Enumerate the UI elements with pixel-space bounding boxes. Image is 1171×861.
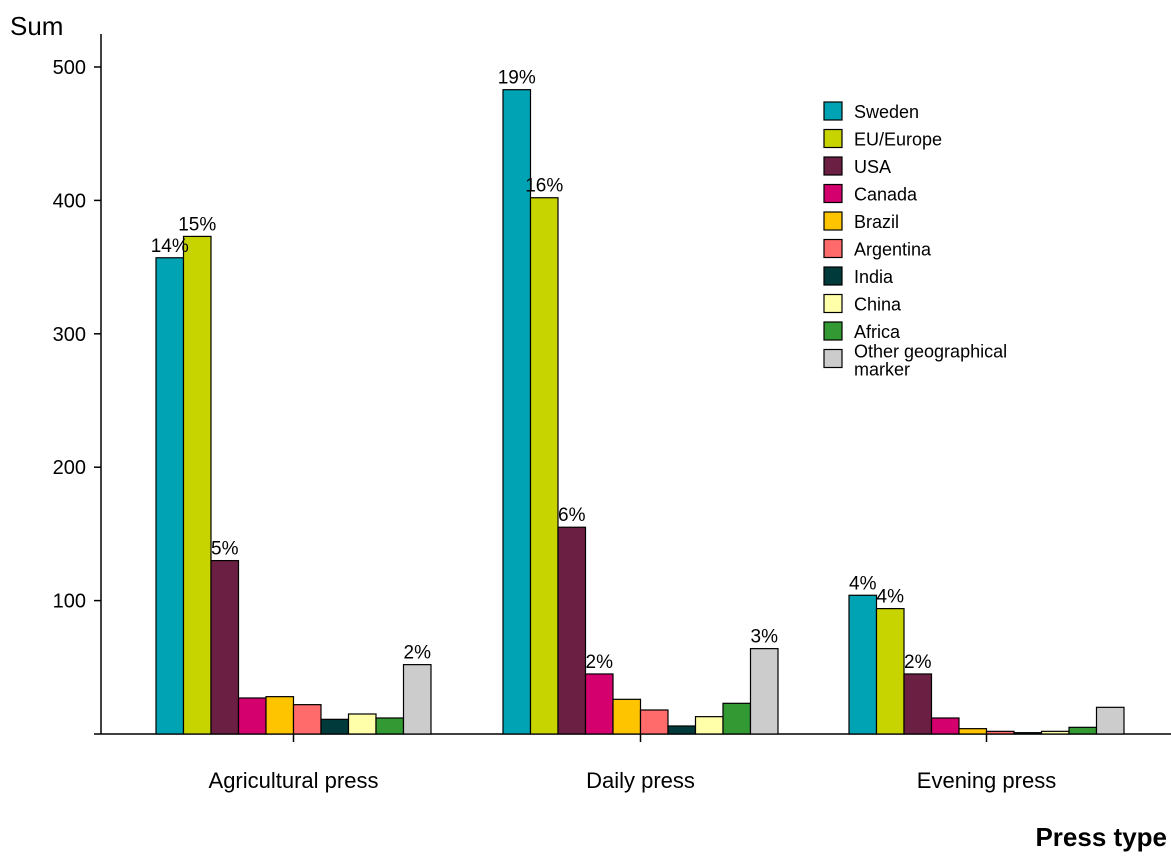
- bar: [210, 559, 240, 735]
- x-tick-label: Evening press: [917, 768, 1056, 793]
- legend-swatch: [823, 128, 843, 149]
- y-tick-label: 200: [53, 457, 86, 479]
- y-tick-label: 100: [53, 591, 86, 613]
- bars-group: [155, 89, 1125, 735]
- bar: [265, 696, 295, 735]
- x-axis-title: Press type: [1035, 822, 1167, 852]
- legend-label: USA: [854, 157, 891, 177]
- legend-label: EU/Europe: [854, 130, 942, 150]
- bar: [1068, 726, 1098, 735]
- data-labels-group: 14%15% 5% 2% 19% 16% 6% 2% 3% 4%4% 2%: [151, 68, 932, 673]
- legend-swatch: [823, 211, 843, 231]
- bar: [667, 725, 697, 735]
- bar: [694, 716, 724, 735]
- bar: [903, 673, 933, 735]
- bar: [529, 197, 559, 735]
- data-label: 2%: [404, 643, 432, 664]
- bar: [237, 697, 267, 735]
- data-label: 19%: [498, 68, 536, 89]
- y-axis-title: Sum: [10, 11, 63, 41]
- legend-swatch: [823, 156, 843, 176]
- bar: [375, 717, 405, 735]
- bar: [985, 730, 1015, 735]
- legend-label: Other geographical marker: [854, 342, 1007, 380]
- data-label: 2%: [904, 652, 932, 673]
- legend-swatch: [823, 101, 843, 121]
- y-axis-ticks: 100 200 300 400 500: [53, 57, 101, 613]
- data-label: 6%: [558, 505, 586, 526]
- data-label: 5%: [211, 539, 239, 560]
- bar: [749, 648, 779, 735]
- legend-swatch: [823, 293, 843, 314]
- bar: [875, 608, 905, 735]
- data-label: 4%: [877, 587, 905, 608]
- bar: [722, 702, 752, 735]
- y-tick-label: 500: [53, 57, 86, 79]
- bar: [402, 664, 432, 735]
- legend-label: China: [854, 295, 902, 315]
- data-label: 2%: [586, 652, 614, 673]
- bar: [182, 235, 212, 735]
- y-tick-label: 400: [53, 190, 86, 212]
- legend-label: Argentina: [854, 240, 932, 260]
- bar: [612, 698, 642, 735]
- legend-swatch: [823, 321, 843, 341]
- legend-swatch: [823, 348, 843, 369]
- y-tick-label: 300: [53, 324, 86, 346]
- data-label: 4%: [849, 573, 877, 594]
- x-tick-label: Agricultural press: [209, 768, 379, 793]
- bar: [320, 718, 350, 735]
- legend-swatch: [823, 238, 843, 259]
- bar: [557, 526, 587, 735]
- bar: [584, 673, 614, 735]
- bar: [958, 728, 988, 735]
- legend-label: Sweden: [854, 102, 919, 122]
- bar: [1013, 732, 1043, 735]
- legend: Sweden EU/Europe USA Canada Brazil Argentina I…: [823, 101, 1007, 380]
- legend-label: Brazil: [854, 212, 899, 232]
- legend-label: Africa: [854, 322, 901, 342]
- bar: [1040, 730, 1070, 735]
- data-label: 3%: [751, 627, 779, 648]
- x-tick-label: Daily press: [586, 768, 695, 793]
- bar: [848, 594, 878, 735]
- data-label: 16%: [525, 176, 563, 197]
- data-label: 15%: [178, 214, 216, 235]
- legend-label: India: [854, 267, 894, 287]
- legend-swatch: [823, 266, 843, 286]
- bar: [155, 257, 185, 735]
- legend-label: Canada: [854, 185, 918, 205]
- bar: [1095, 706, 1125, 735]
- data-label: 14%: [151, 236, 189, 257]
- legend-swatch: [823, 183, 843, 204]
- bar: [930, 717, 960, 735]
- bar: [347, 713, 377, 735]
- bar: [292, 704, 322, 735]
- bar: [639, 709, 669, 735]
- x-axis-ticks: Agricultural press Daily press Evening pre…: [209, 734, 1056, 793]
